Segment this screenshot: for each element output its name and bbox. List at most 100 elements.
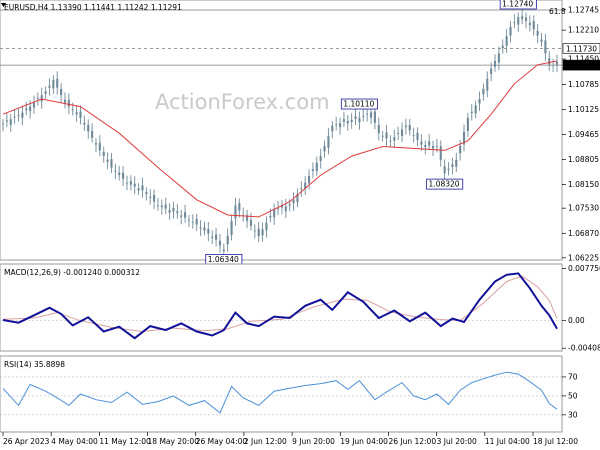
candle [5, 112, 8, 127]
candle-body [222, 249, 225, 252]
candle-body [79, 111, 82, 119]
candle-body [393, 137, 396, 141]
candle [1, 119, 5, 132]
candle-body [246, 215, 249, 221]
price-tag-label: 1.11291 [566, 61, 597, 70]
candle-body [478, 98, 481, 104]
candle [191, 214, 194, 229]
moving-average-line [2, 60, 558, 218]
time-tick-label: 11 May 12:00 [99, 437, 151, 446]
candle [238, 198, 241, 218]
candle-body [187, 219, 191, 221]
candle-body [501, 45, 504, 49]
candle [125, 175, 129, 191]
annotation-box [340, 98, 378, 110]
candle [358, 111, 361, 130]
candle [342, 111, 345, 128]
candle-body [466, 118, 469, 131]
candle [408, 118, 411, 136]
rsi-label: RSI(14) 35.8898 [4, 360, 65, 369]
candle-body [296, 194, 299, 203]
annotation-label: 1.06340 [208, 255, 239, 264]
candle [323, 140, 326, 158]
candle-body [513, 21, 516, 23]
candle [176, 203, 179, 219]
candle [21, 105, 24, 126]
rsi-axis: 70 50 30 [562, 372, 578, 419]
candle [490, 62, 493, 82]
candle [9, 113, 12, 133]
candle [187, 214, 191, 228]
candle-body [280, 205, 283, 208]
candle [528, 15, 531, 32]
price-tag-box [562, 43, 600, 54]
candle-body [67, 99, 70, 107]
time-tick-label: 3 Jul 20:00 [437, 437, 477, 446]
candle-body [137, 188, 140, 191]
candle [544, 33, 547, 61]
candle-body [490, 68, 493, 75]
candle [122, 166, 125, 187]
candle-body [400, 129, 404, 137]
candle [249, 212, 253, 231]
candle [87, 119, 90, 139]
candle-body [524, 17, 528, 22]
candle [455, 152, 458, 173]
time-tick-label: 9 Jun 20:00 [292, 437, 335, 446]
candle-body [354, 116, 357, 119]
candle-body [521, 16, 524, 20]
candle [377, 117, 380, 141]
candle-body [91, 130, 94, 138]
candle [404, 118, 407, 135]
candle [381, 130, 384, 142]
candle-body [17, 114, 20, 116]
candle-body [459, 145, 462, 154]
candle [102, 146, 105, 163]
candle [280, 200, 283, 215]
candle-body [125, 182, 129, 184]
candle-body [292, 199, 295, 204]
candle [160, 199, 163, 215]
time-tick-label: 18 May 20:00 [148, 437, 200, 446]
candle-body [342, 119, 345, 122]
candle-body [412, 134, 415, 136]
candle-body [408, 125, 411, 131]
macd-lines [0, 272, 562, 340]
candle [156, 198, 160, 211]
candle-body [381, 135, 384, 137]
candle-body [548, 58, 551, 65]
candle [555, 54, 559, 73]
candle-body [234, 205, 237, 219]
candle-body [184, 212, 187, 218]
candle-body [470, 111, 473, 114]
macd-main-line [2, 272, 558, 340]
candle [470, 104, 473, 121]
candle-body [420, 141, 423, 145]
candle [13, 109, 16, 124]
candle-body [195, 219, 198, 225]
candle-body [435, 146, 438, 148]
candle [265, 216, 268, 238]
candle [284, 198, 287, 218]
candle-body [83, 122, 86, 125]
candle [145, 187, 148, 201]
candle-body [424, 145, 427, 147]
candle [424, 140, 427, 155]
candle [36, 92, 39, 106]
macd-signal-line [2, 275, 558, 333]
candle-body [238, 203, 241, 211]
candle-body [284, 206, 287, 211]
candle [536, 23, 539, 44]
candle [195, 214, 198, 231]
price-tick-label: 1.12745 [568, 5, 599, 14]
candle-body [9, 119, 12, 125]
candle-body [180, 215, 183, 217]
candle-body [5, 120, 8, 122]
rsi-pane: 70 50 30 RSI(14) 35.8898 [0, 355, 578, 433]
candle-body [497, 53, 500, 63]
swing-annotation: 1.12740 [499, 0, 537, 10]
candle-body [447, 168, 450, 171]
candle-body [335, 124, 338, 126]
candle [98, 135, 101, 157]
